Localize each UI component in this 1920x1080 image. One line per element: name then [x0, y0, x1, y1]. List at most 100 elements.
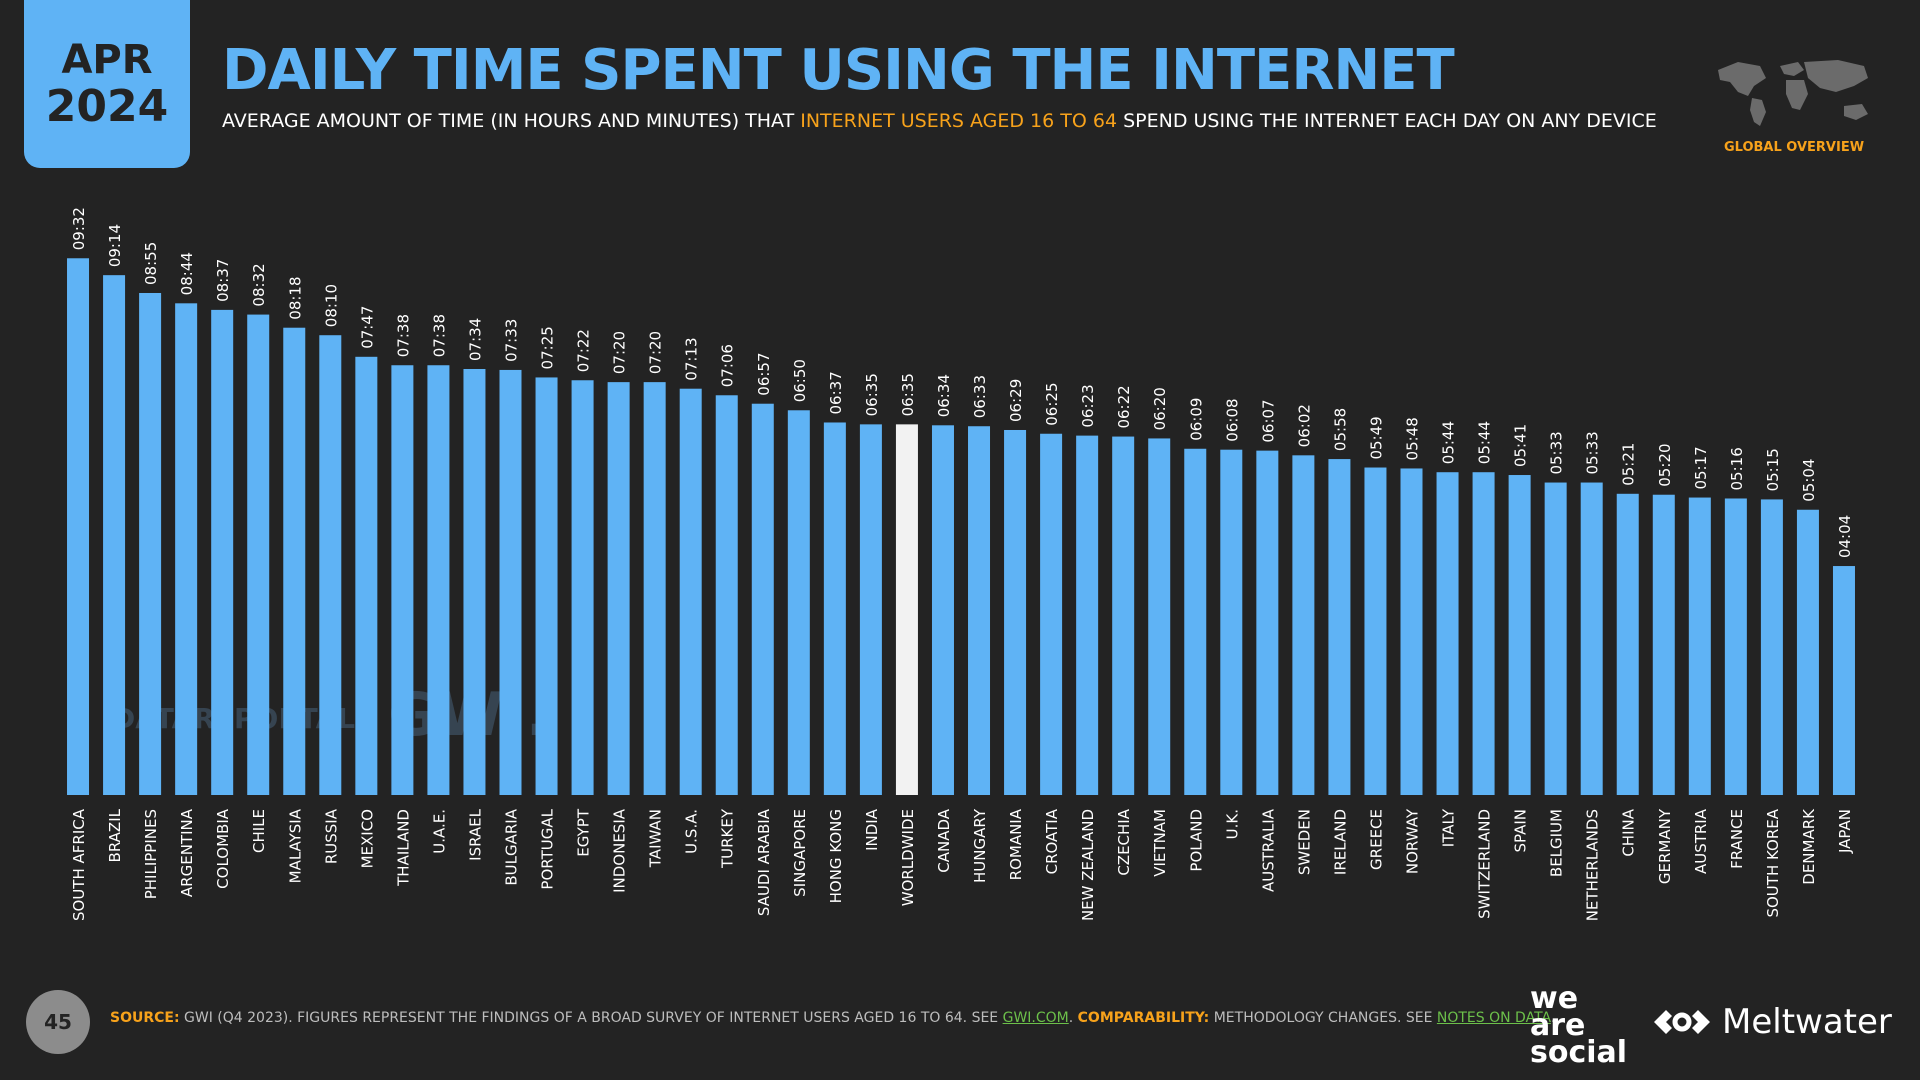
category-label: MEXICO — [358, 809, 376, 868]
bar-france — [1724, 498, 1747, 795]
bar-u-s-a- — [679, 388, 702, 795]
value-label: 07:06 — [719, 344, 737, 387]
we-are-social-logo: we are social — [1530, 981, 1627, 1068]
value-label: 05:33 — [1584, 431, 1602, 474]
bar-switzerland — [1472, 472, 1495, 795]
value-label: 07:13 — [683, 337, 701, 380]
category-label: U.S.A. — [683, 809, 701, 854]
category-label: CANADA — [935, 808, 953, 873]
value-label: 06:34 — [935, 374, 953, 417]
category-label: AUSTRALIA — [1259, 808, 1277, 892]
brand-line-we: we — [1530, 981, 1579, 1016]
bar-norway — [1400, 468, 1423, 795]
comparability-end: . — [1550, 1010, 1556, 1026]
category-label: NEW ZEALAND — [1079, 809, 1097, 921]
value-label: 05:49 — [1367, 416, 1385, 459]
value-label: 05:41 — [1512, 424, 1530, 467]
category-label: U.K. — [1223, 809, 1241, 839]
value-label: 08:37 — [214, 259, 232, 302]
category-label: PHILIPPINES — [142, 809, 160, 899]
notes-on-data-link[interactable]: NOTES ON DATA — [1436, 1010, 1551, 1026]
bar-australia — [1256, 450, 1279, 795]
value-label: 05:17 — [1692, 446, 1710, 489]
global-overview-badge: GLOBAL OVERVIEW — [1723, 140, 1865, 155]
category-label: SOUTH KOREA — [1764, 808, 1782, 917]
category-label: EGYPT — [575, 808, 593, 857]
bar-u-k- — [1220, 449, 1243, 795]
bar-israel — [463, 368, 486, 795]
value-label: 07:38 — [430, 314, 448, 357]
value-label: 06:29 — [1007, 379, 1025, 422]
bar-germany — [1652, 494, 1675, 795]
subtitle-highlight: INTERNET USERS AGED 16 TO 64 — [800, 110, 1118, 132]
value-label: 06:02 — [1295, 404, 1313, 447]
bar-china — [1616, 493, 1639, 795]
value-label: 05:21 — [1620, 443, 1638, 486]
bar-saudi-arabia — [751, 403, 774, 795]
bar-malaysia — [283, 327, 306, 795]
bar-colombia — [211, 309, 234, 795]
bar-south-africa — [67, 258, 90, 796]
bar-egypt — [571, 380, 594, 795]
bar-u-a-e- — [427, 365, 450, 795]
value-label: 05:44 — [1476, 421, 1494, 464]
value-label: 06:35 — [863, 373, 881, 416]
subtitle-pre: AVERAGE AMOUNT OF TIME (IN HOURS AND MIN… — [222, 110, 801, 132]
bar-japan — [1832, 566, 1855, 795]
date-month: APR — [61, 37, 153, 83]
bar-denmark — [1796, 509, 1819, 795]
value-label: 06:23 — [1079, 384, 1097, 427]
bar-taiwan — [643, 382, 666, 795]
value-label: 07:22 — [575, 329, 593, 372]
source-link[interactable]: GWI.COM — [1002, 1010, 1069, 1026]
bar-india — [859, 424, 882, 795]
subtitle-post: SPEND USING THE INTERNET EACH DAY ON ANY… — [1117, 110, 1657, 132]
category-label: RUSSIA — [322, 808, 340, 864]
bar-hungary — [968, 426, 991, 795]
meltwater-logo: Meltwater — [1650, 1002, 1892, 1042]
category-label: HONG KONG — [827, 809, 845, 903]
category-label: DENMARK — [1800, 808, 1818, 885]
category-label: SINGAPORE — [791, 809, 809, 897]
category-label: NORWAY — [1404, 808, 1422, 874]
bar-greece — [1364, 467, 1387, 795]
bar-croatia — [1040, 433, 1063, 795]
value-label: 07:34 — [466, 318, 484, 361]
value-label: 06:25 — [1043, 383, 1061, 426]
bar-turkey — [715, 395, 738, 795]
bar-new-zealand — [1076, 435, 1099, 795]
category-label: GREECE — [1367, 809, 1385, 870]
value-label: 09:14 — [106, 224, 124, 267]
category-label: SPAIN — [1512, 809, 1530, 853]
category-label: ITALY — [1440, 808, 1458, 847]
page-subtitle: AVERAGE AMOUNT OF TIME (IN HOURS AND MIN… — [222, 110, 1657, 132]
value-label: 08:55 — [142, 242, 160, 285]
value-label: 05:33 — [1548, 431, 1566, 474]
bar-romania — [1004, 429, 1027, 795]
value-label: 08:44 — [178, 252, 196, 295]
meltwater-wordmark: Meltwater — [1722, 1002, 1892, 1042]
value-label: 08:32 — [250, 263, 268, 306]
category-label: SOUTH AFRICA — [70, 808, 88, 921]
value-label: 05:58 — [1331, 408, 1349, 451]
value-label: 07:25 — [539, 326, 557, 369]
category-label: TURKEY — [719, 808, 737, 869]
category-label: MALAYSIA — [286, 808, 304, 883]
category-label: INDIA — [863, 808, 881, 851]
bar-indonesia — [607, 382, 630, 795]
bar-chile — [247, 314, 270, 795]
category-label: CROATIA — [1043, 808, 1061, 874]
value-label: 05:04 — [1800, 459, 1818, 502]
source-key: SOURCE: — [110, 1010, 180, 1026]
date-year: 2024 — [45, 81, 169, 132]
value-label: 08:18 — [286, 276, 304, 319]
category-label: TAIWAN — [647, 809, 665, 868]
value-label: 05:15 — [1764, 448, 1782, 491]
value-label: 05:48 — [1404, 417, 1422, 460]
brand-line-are: are — [1530, 1008, 1586, 1043]
category-label: CHILE — [250, 809, 268, 853]
value-label: 06:37 — [827, 371, 845, 414]
category-label: CZECHIA — [1115, 808, 1133, 875]
value-label: 06:35 — [899, 373, 917, 416]
source-text: GWI (Q4 2023). FIGURES REPRESENT THE FIN… — [179, 1010, 1003, 1026]
